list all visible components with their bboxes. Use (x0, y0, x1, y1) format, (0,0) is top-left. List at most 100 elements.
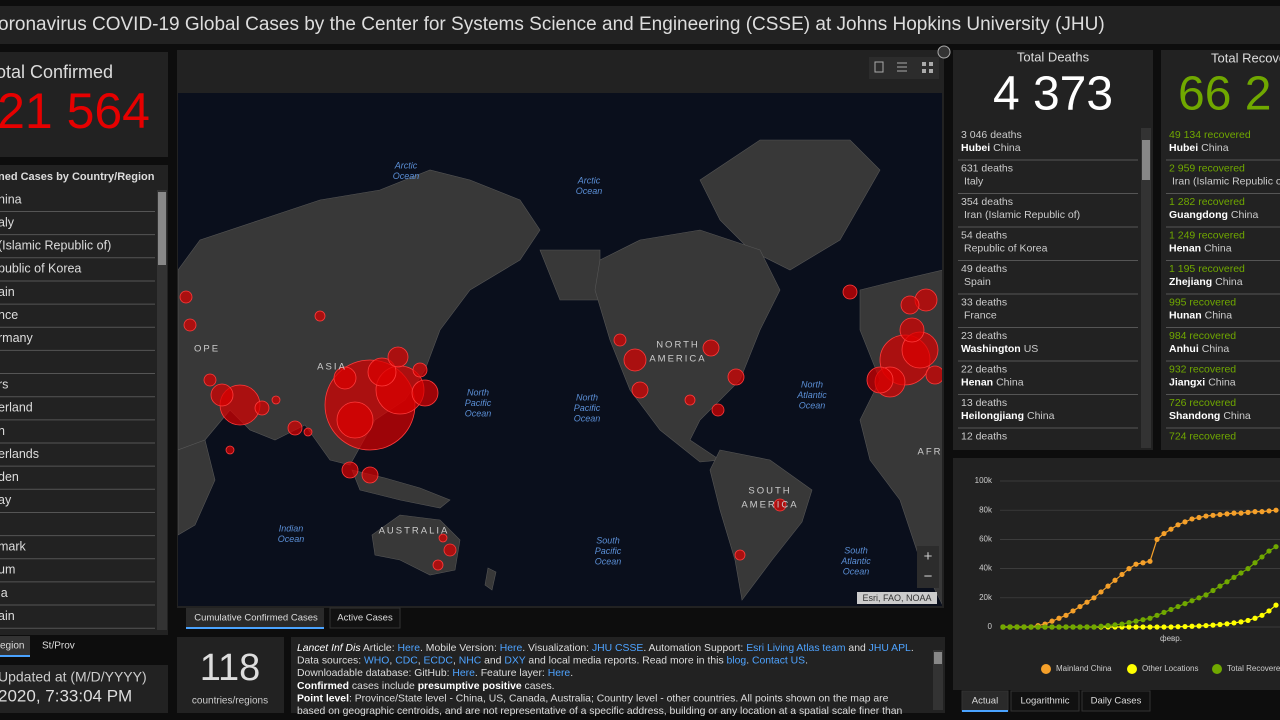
tab[interactable]: Active Cases (337, 613, 393, 624)
case-dot[interactable] (361, 466, 379, 484)
link[interactable]: Here (548, 668, 571, 679)
country-row[interactable]: nce (0, 308, 18, 322)
case-dot[interactable] (711, 403, 725, 417)
tab-active[interactable] (0, 636, 30, 656)
point[interactable] (1189, 516, 1195, 522)
scroll-thumb[interactable] (158, 192, 166, 265)
point[interactable] (1112, 622, 1118, 628)
point[interactable] (1077, 624, 1083, 630)
case-dot[interactable] (623, 348, 647, 372)
point[interactable] (1140, 617, 1146, 623)
point[interactable] (1273, 507, 1279, 513)
link[interactable]: Esri Living Atlas team (746, 643, 845, 654)
scroll-thumb[interactable] (934, 652, 942, 664)
point[interactable] (1196, 595, 1202, 601)
point[interactable] (1133, 618, 1139, 624)
point[interactable] (1224, 621, 1230, 627)
case-dot[interactable] (773, 498, 787, 512)
point[interactable] (1189, 598, 1195, 604)
point[interactable] (1133, 624, 1139, 630)
case-dot[interactable] (613, 333, 627, 347)
case-dot[interactable] (925, 365, 944, 385)
point[interactable] (1168, 526, 1174, 532)
count[interactable]: 1 282 recovered (1169, 196, 1245, 208)
point[interactable] (1196, 514, 1202, 521)
country-row[interactable]: erland (0, 401, 33, 415)
tab-label[interactable]: Daily Cases (1091, 696, 1142, 707)
bookmark-icon[interactable] (874, 61, 884, 73)
point[interactable] (1259, 612, 1265, 618)
point[interactable] (1063, 612, 1069, 618)
tab-label[interactable]: Logarithmic (1020, 696, 1069, 707)
point[interactable] (1217, 583, 1223, 589)
point[interactable] (1238, 510, 1244, 516)
link[interactable]: Here (398, 643, 421, 654)
point[interactable] (1231, 620, 1237, 626)
link[interactable]: ECDC (423, 655, 453, 666)
point[interactable] (1049, 624, 1055, 630)
point[interactable] (1273, 544, 1279, 550)
point[interactable] (1238, 570, 1244, 576)
case-dot[interactable] (387, 346, 409, 368)
point[interactable] (1210, 512, 1216, 518)
point[interactable] (1042, 624, 1048, 630)
case-dot[interactable] (367, 357, 397, 387)
case-dot[interactable] (336, 401, 374, 439)
point[interactable] (1147, 615, 1153, 621)
link[interactable]: JHU CSSE (592, 643, 643, 654)
count[interactable]: 631 deaths (961, 162, 1013, 174)
point[interactable] (1070, 608, 1076, 614)
point[interactable] (1154, 536, 1160, 543)
point[interactable] (1175, 624, 1181, 630)
point[interactable] (1182, 519, 1188, 525)
case-dot[interactable] (271, 395, 281, 405)
tab[interactable]: egion (0, 641, 24, 652)
point[interactable] (1098, 589, 1104, 595)
point[interactable] (1161, 609, 1167, 616)
case-dot[interactable] (702, 339, 720, 357)
case-dot[interactable] (443, 543, 457, 557)
point[interactable] (1175, 522, 1181, 528)
point[interactable] (1252, 560, 1258, 566)
case-dot[interactable] (333, 366, 357, 390)
point[interactable] (1259, 509, 1265, 515)
point[interactable] (1252, 615, 1258, 621)
country-row[interactable]: ain (0, 285, 15, 299)
case-dot[interactable] (411, 379, 439, 407)
point[interactable] (1007, 624, 1013, 630)
link[interactable]: NHC (459, 655, 482, 666)
count[interactable]: 2 959 recovered (1169, 162, 1245, 174)
point[interactable] (1259, 554, 1265, 560)
point[interactable] (1084, 624, 1090, 630)
point[interactable] (1091, 624, 1097, 630)
zoom-in[interactable]: + (924, 548, 933, 565)
link[interactable]: Contact US (752, 655, 805, 666)
tab[interactable]: Cumulative Confirmed Cases (194, 613, 318, 624)
point[interactable] (1105, 583, 1111, 589)
count[interactable]: 932 recovered (1169, 363, 1236, 375)
link[interactable]: WHO (364, 655, 389, 666)
point[interactable] (1231, 574, 1237, 580)
expand-icon[interactable] (937, 45, 951, 59)
country-row[interactable]: ain (0, 609, 15, 623)
country-row[interactable]: aly (0, 215, 15, 229)
tab-active[interactable] (186, 608, 324, 628)
count[interactable]: 49 134 recovered (1169, 129, 1251, 141)
tab[interactable] (1081, 690, 1151, 712)
case-dot[interactable] (727, 368, 745, 386)
point[interactable] (1182, 601, 1188, 607)
zoom-out[interactable]: − (924, 568, 933, 585)
count[interactable]: 984 recovered (1169, 330, 1236, 342)
point[interactable] (1140, 624, 1146, 630)
point[interactable] (1035, 624, 1041, 630)
point[interactable] (1147, 558, 1153, 564)
count[interactable]: 54 deaths (961, 229, 1007, 241)
case-dot[interactable] (314, 310, 326, 322)
legend-icon[interactable] (897, 62, 907, 72)
link[interactable]: DXY (504, 655, 525, 666)
country-row[interactable]: rs (0, 377, 8, 391)
point[interactable] (1119, 571, 1125, 578)
point[interactable] (1021, 624, 1027, 630)
count[interactable]: 49 deaths (961, 263, 1007, 275)
point[interactable] (1245, 509, 1251, 515)
